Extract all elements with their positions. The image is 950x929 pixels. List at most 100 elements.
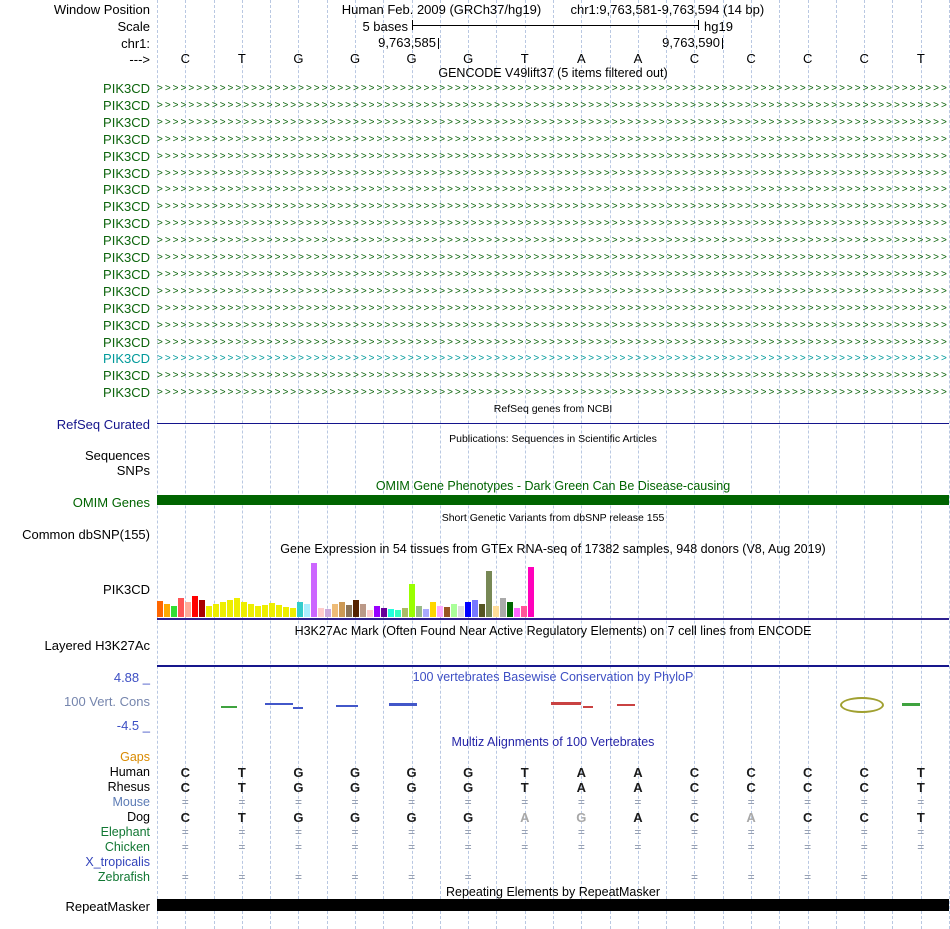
multiz-track-title[interactable]: Multiz Alignments of 100 Vertebrates <box>451 735 655 749</box>
gtex-expression-bar[interactable] <box>164 604 170 617</box>
refseq-track-title[interactable]: RefSeq genes from NCBI <box>493 403 613 415</box>
snps-track-label[interactable]: SNPs <box>116 463 150 478</box>
gencode-transcript-item[interactable]: >>>>>>>>>>>>>>>>>>>>>>>>>>>>>>>>>>>>>>>>… <box>157 353 949 364</box>
gtex-expression-bar[interactable] <box>528 567 534 617</box>
gtex-expression-bar[interactable] <box>353 600 359 617</box>
gencode-transcript-item[interactable]: >>>>>>>>>>>>>>>>>>>>>>>>>>>>>>>>>>>>>>>>… <box>157 151 949 162</box>
gencode-transcript-item[interactable]: >>>>>>>>>>>>>>>>>>>>>>>>>>>>>>>>>>>>>>>>… <box>157 269 949 280</box>
gencode-transcript-label[interactable]: PIK3CD <box>103 335 150 350</box>
gtex-expression-bar[interactable] <box>206 606 212 617</box>
common-dbsnp-label[interactable]: Common dbSNP(155) <box>22 527 150 542</box>
multiz-species-label[interactable]: Human <box>109 765 150 779</box>
gtex-expression-bar[interactable] <box>493 606 499 617</box>
gtex-expression-bar[interactable] <box>451 604 457 617</box>
h3k27ac-track-title[interactable]: H3K27Ac Mark (Often Found Near Active Re… <box>294 624 812 638</box>
gencode-transcript-item[interactable]: >>>>>>>>>>>>>>>>>>>>>>>>>>>>>>>>>>>>>>>>… <box>157 100 949 111</box>
gtex-expression-bar[interactable] <box>409 584 415 617</box>
gencode-transcript-item[interactable]: >>>>>>>>>>>>>>>>>>>>>>>>>>>>>>>>>>>>>>>>… <box>157 168 949 179</box>
gtex-expression-bar[interactable] <box>507 602 513 617</box>
gencode-transcript-item[interactable]: >>>>>>>>>>>>>>>>>>>>>>>>>>>>>>>>>>>>>>>>… <box>157 387 949 398</box>
gencode-transcript-label[interactable]: PIK3CD <box>103 318 150 333</box>
gtex-expression-bar[interactable] <box>157 601 163 617</box>
gtex-expression-bar[interactable] <box>374 606 380 617</box>
gtex-expression-bar[interactable] <box>437 606 443 617</box>
gencode-transcript-item[interactable]: >>>>>>>>>>>>>>>>>>>>>>>>>>>>>>>>>>>>>>>>… <box>157 235 949 246</box>
gencode-transcript-label[interactable]: PIK3CD <box>103 216 150 231</box>
gtex-expression-bar[interactable] <box>318 608 324 617</box>
gtex-expression-bar[interactable] <box>402 608 408 617</box>
multiz-species-label[interactable]: Gaps <box>120 750 150 764</box>
gencode-transcript-label[interactable]: PIK3CD <box>103 149 150 164</box>
gtex-expression-bar[interactable] <box>213 604 219 617</box>
gtex-expression-bar[interactable] <box>332 604 338 617</box>
gtex-expression-bar[interactable] <box>311 563 317 617</box>
gtex-expression-bar[interactable] <box>171 606 177 617</box>
gtex-expression-bar[interactable] <box>262 605 268 617</box>
gencode-transcript-item[interactable]: >>>>>>>>>>>>>>>>>>>>>>>>>>>>>>>>>>>>>>>>… <box>157 201 949 212</box>
multiz-alignment-row[interactable]: = = = = = = = = = = <box>157 870 949 885</box>
gencode-transcript-label[interactable]: PIK3CD <box>103 385 150 400</box>
gencode-transcript-label[interactable]: PIK3CD <box>103 233 150 248</box>
refseq-curated-label[interactable]: RefSeq Curated <box>56 417 150 432</box>
gtex-expression-bar[interactable] <box>297 602 303 617</box>
gencode-transcript-item[interactable]: >>>>>>>>>>>>>>>>>>>>>>>>>>>>>>>>>>>>>>>>… <box>157 370 949 381</box>
gtex-expression-bar[interactable] <box>479 604 485 617</box>
gtex-expression-bar[interactable] <box>178 598 184 617</box>
omim-genes-item[interactable] <box>157 495 949 505</box>
gencode-transcript-label[interactable]: PIK3CD <box>103 115 150 130</box>
gtex-expression-bar[interactable] <box>283 607 289 617</box>
gtex-expression-bar[interactable] <box>486 571 492 617</box>
omim-track-title[interactable]: OMIM Gene Phenotypes - Dark Green Can Be… <box>375 479 731 493</box>
gencode-transcript-label[interactable]: PIK3CD <box>103 182 150 197</box>
gencode-track-title[interactable]: GENCODE V49lift37 (5 items filtered out) <box>438 66 668 80</box>
multiz-species-label[interactable]: Rhesus <box>107 780 150 794</box>
gencode-transcript-item[interactable]: >>>>>>>>>>>>>>>>>>>>>>>>>>>>>>>>>>>>>>>>… <box>157 286 949 297</box>
gtex-expression-bar[interactable] <box>423 609 429 617</box>
sequences-track-label[interactable]: Sequences <box>84 448 150 463</box>
gtex-expression-bar[interactable] <box>248 604 254 617</box>
gtex-expression-bar[interactable] <box>241 602 247 617</box>
gtex-expression-bar[interactable] <box>444 607 450 617</box>
gencode-transcript-label[interactable]: PIK3CD <box>103 132 150 147</box>
gencode-transcript-label[interactable]: PIK3CD <box>103 98 150 113</box>
gencode-transcript-label[interactable]: PIK3CD <box>103 368 150 383</box>
gencode-transcript-item[interactable]: >>>>>>>>>>>>>>>>>>>>>>>>>>>>>>>>>>>>>>>>… <box>157 184 949 195</box>
multiz-alignment-row[interactable]: = = = = = = = = = = = = = = <box>157 840 949 855</box>
multiz-species-label[interactable]: Mouse <box>112 795 150 809</box>
gtex-expression-bar[interactable] <box>276 605 282 617</box>
repeatmasker-track-title[interactable]: Repeating Elements by RepeatMasker <box>445 885 660 899</box>
multiz-species-label[interactable]: Elephant <box>100 825 150 839</box>
gtex-expression-bar[interactable] <box>500 598 506 617</box>
layered-h3k27ac-label[interactable]: Layered H3K27Ac <box>44 638 150 653</box>
gencode-transcript-label[interactable]: PIK3CD <box>103 351 150 366</box>
gencode-transcript-label[interactable]: PIK3CD <box>103 301 150 316</box>
gencode-transcript-item[interactable]: >>>>>>>>>>>>>>>>>>>>>>>>>>>>>>>>>>>>>>>>… <box>157 320 949 331</box>
gtex-expression-bar[interactable] <box>367 610 373 617</box>
multiz-species-label[interactable]: Zebrafish <box>97 870 150 884</box>
multiz-species-label[interactable]: Chicken <box>104 840 150 854</box>
gencode-transcript-label[interactable]: PIK3CD <box>103 81 150 96</box>
multiz-species-label[interactable]: Dog <box>127 810 150 824</box>
gtex-expression-bar[interactable] <box>346 605 352 617</box>
omim-genes-label[interactable]: OMIM Genes <box>72 495 150 510</box>
gtex-expression-bar[interactable] <box>255 606 261 617</box>
gtex-expression-bar[interactable] <box>220 602 226 617</box>
gtex-expression-bar[interactable] <box>430 602 436 617</box>
gtex-expression-bar[interactable] <box>521 606 527 617</box>
multiz-alignment-row[interactable]: = = = = = = = = = = = = = = <box>157 825 949 840</box>
gencode-transcript-label[interactable]: PIK3CD <box>103 267 150 282</box>
gtex-expression-bar[interactable] <box>269 603 275 617</box>
gencode-transcript-label[interactable]: PIK3CD <box>103 284 150 299</box>
publications-track-title[interactable]: Publications: Sequences in Scientific Ar… <box>449 433 657 445</box>
gtex-expression-bar[interactable] <box>458 606 464 617</box>
gencode-transcript-item[interactable]: >>>>>>>>>>>>>>>>>>>>>>>>>>>>>>>>>>>>>>>>… <box>157 83 949 94</box>
gtex-expression-bar[interactable] <box>234 598 240 617</box>
gtex-gene-label[interactable]: PIK3CD <box>103 582 150 597</box>
gtex-expression-bar[interactable] <box>360 604 366 617</box>
gencode-transcript-label[interactable]: PIK3CD <box>103 199 150 214</box>
gtex-expression-bar[interactable] <box>192 596 198 617</box>
gtex-expression-bar[interactable] <box>199 600 205 617</box>
gtex-expression-bar[interactable] <box>381 608 387 617</box>
